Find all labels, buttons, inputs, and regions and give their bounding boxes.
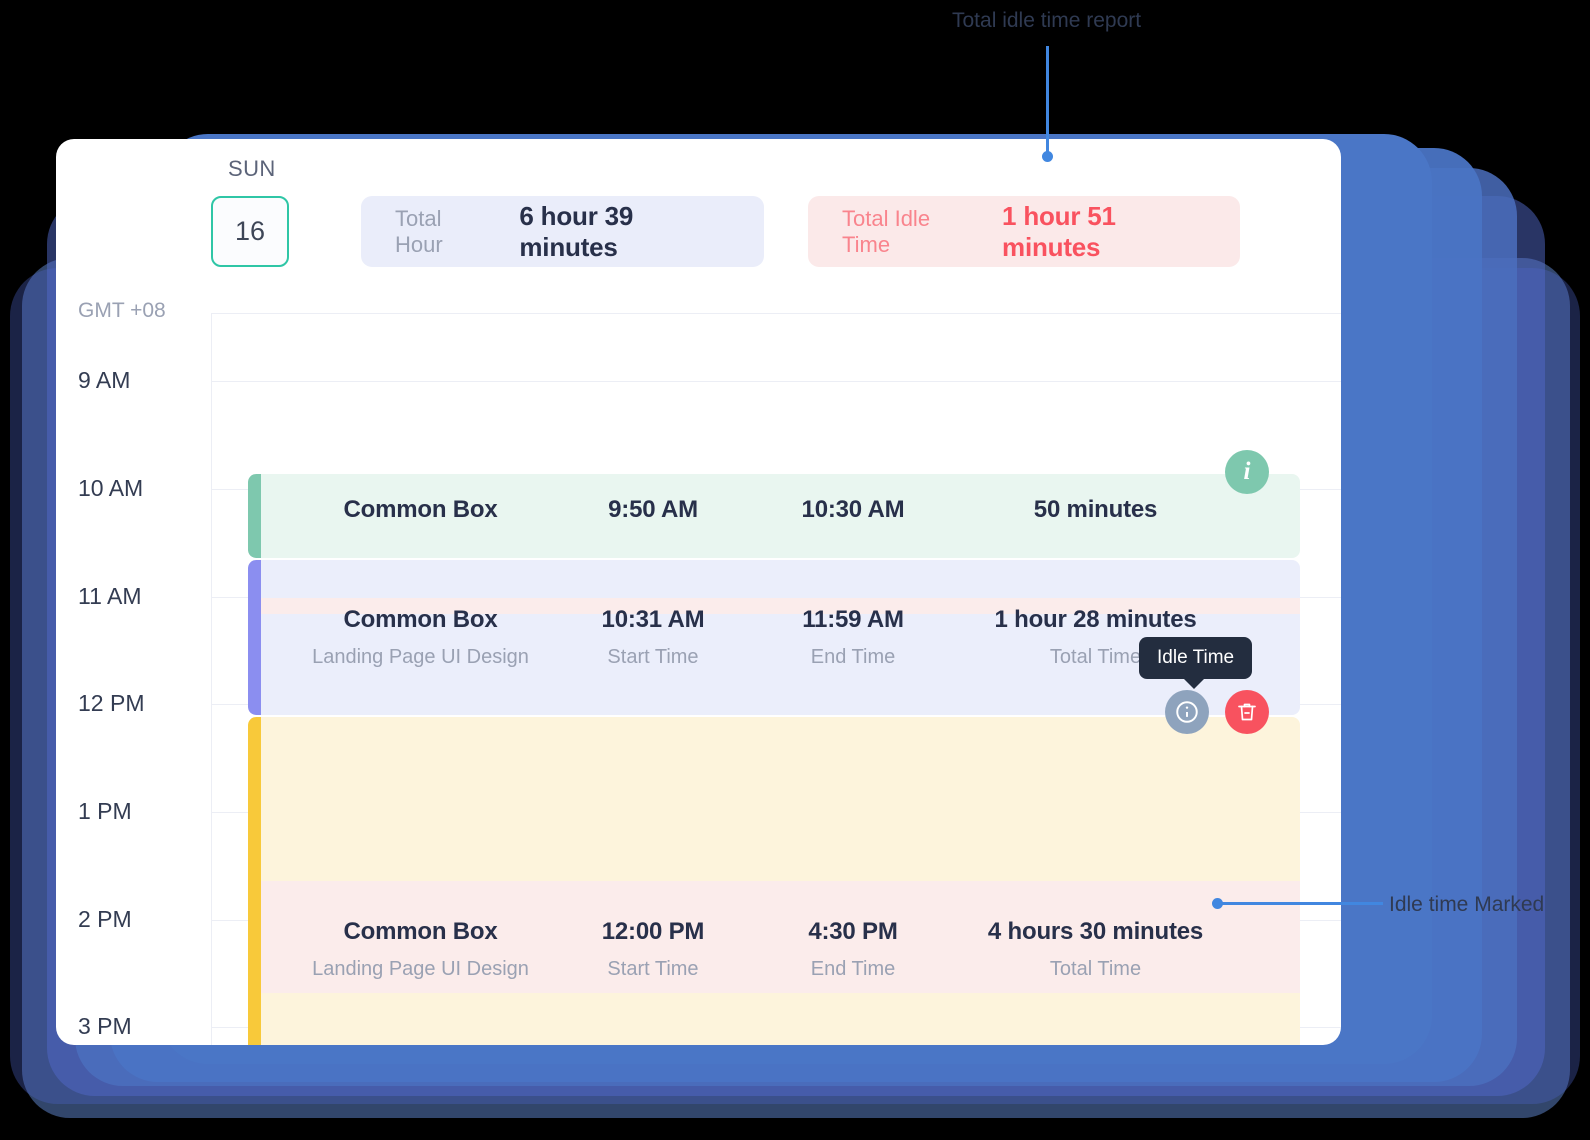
date-number: 16	[234, 216, 266, 246]
event-color-bar	[248, 717, 261, 1045]
timesheet-card: SUN 16 Total Hour 6 hour 39 minutes Tota…	[56, 139, 1341, 1045]
total-idle-time-pill: Total Idle Time 1 hour 51 minutes	[808, 196, 1240, 267]
annotation-right: Idle time Marked	[1389, 893, 1545, 916]
tooltip-text: Idle Time	[1157, 647, 1235, 668]
event-block[interactable]: Common Box 12:00 PM 4:30 PM 4 hours 30 m…	[248, 717, 1300, 1045]
event-color-bar	[248, 560, 261, 715]
day-of-week-label: SUN	[228, 156, 276, 181]
time-tick-9am: 9 AM	[78, 367, 131, 393]
event-total-time: 4 hours 30 minutes	[987, 918, 1204, 945]
total-hour-value: 6 hour 39 minutes	[519, 200, 634, 262]
event-total-caption: Total Time	[1049, 958, 1142, 980]
time-tick-12pm: 12 PM	[78, 690, 145, 716]
event-start-time: 9:50 AM	[608, 496, 698, 523]
info-icon[interactable]: i	[1225, 450, 1269, 494]
event-total-caption: Total Time	[1049, 646, 1142, 668]
info-circle-glyph	[1176, 701, 1198, 723]
total-hour-pill: Total Hour 6 hour 39 minutes	[361, 196, 764, 267]
event-total-time: 1 hour 28 minutes	[994, 606, 1197, 633]
trash-can-glyph	[1238, 703, 1256, 721]
event-subtitle: Landing Page UI Design	[312, 958, 529, 980]
event-start-caption: Start Time	[607, 646, 699, 668]
timezone-label: GMT +08	[78, 299, 166, 322]
event-title: Common Box	[343, 918, 498, 945]
trash-icon[interactable]	[1225, 690, 1269, 734]
idle-time-band	[261, 598, 1300, 614]
event-end-time: 10:30 AM	[801, 496, 905, 523]
total-hour-label: Total Hour	[395, 205, 443, 257]
info-badge-glyph: i	[1243, 458, 1251, 485]
annotation-top-line	[1046, 46, 1049, 156]
event-title: Common Box	[343, 606, 498, 633]
time-tick-11am: 11 AM	[78, 583, 142, 609]
event-start-time: 12:00 PM	[601, 918, 705, 945]
idle-time-band	[261, 881, 1300, 993]
event-total-time: 50 minutes	[1033, 496, 1158, 523]
grid-line	[212, 381, 1341, 382]
time-tick-3pm: 3 PM	[78, 1013, 132, 1039]
event-color-bar	[248, 474, 261, 558]
annotation-top-dot	[1042, 151, 1053, 162]
time-tick-2pm: 2 PM	[78, 906, 132, 932]
event-subtitle: Landing Page UI Design	[312, 646, 529, 668]
event-start-caption: Start Time	[607, 958, 699, 980]
event-end-time: 4:30 PM	[808, 918, 898, 945]
total-idle-value: 1 hour 51 minutes	[1002, 200, 1116, 262]
annotation-right-dot	[1212, 898, 1223, 909]
time-tick-1pm: 1 PM	[78, 798, 132, 824]
event-start-time: 10:31 AM	[601, 606, 705, 633]
event-end-time: 11:59 AM	[802, 606, 904, 633]
event-title: Common Box	[343, 496, 498, 523]
event-end-caption: End Time	[810, 646, 896, 668]
info-icon[interactable]	[1165, 690, 1209, 734]
time-tick-10am: 10 AM	[78, 475, 144, 501]
event-block[interactable]: Common Box 10:31 AM 11:59 AM 1 hour 28 m…	[248, 560, 1300, 715]
annotation-top: Total idle time report	[952, 9, 1142, 32]
calendar-grid[interactable]: Common Box 9:50 AM 10:30 AM 50 minutes C…	[211, 313, 1341, 1045]
grid-line	[212, 313, 1341, 314]
date-selector[interactable]: 16	[211, 196, 289, 267]
annotation-right-line	[1218, 902, 1383, 905]
idle-time-tooltip: Idle Time	[1139, 637, 1253, 689]
total-idle-label: Total Idle Time	[842, 205, 931, 257]
event-block[interactable]: Common Box 9:50 AM 10:30 AM 50 minutes	[248, 474, 1300, 558]
event-end-caption: End Time	[810, 958, 896, 980]
